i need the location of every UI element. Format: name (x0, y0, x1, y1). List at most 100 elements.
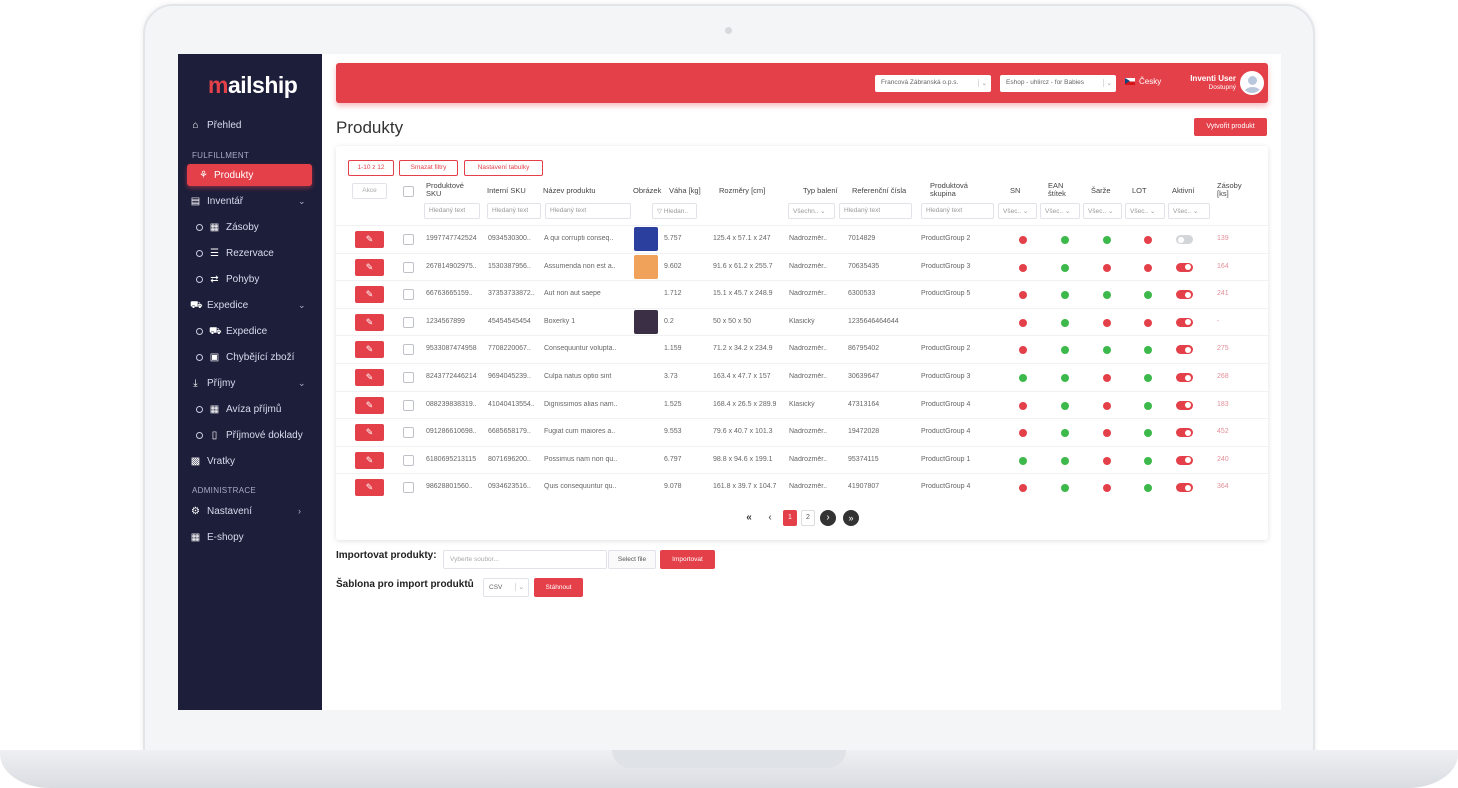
row-checkbox[interactable] (403, 234, 414, 245)
row-checkbox[interactable] (403, 482, 414, 494)
table-row[interactable]: ✎ 9533087474958 7708220067.. Consequuntur v… (336, 335, 1268, 362)
edit-icon[interactable]: ✎ (355, 313, 384, 331)
page-2-button[interactable]: 2 (801, 510, 815, 526)
sidebar-item-receipt-documents[interactable]: ▯ Příjmové doklady (196, 425, 303, 445)
filter-active[interactable]: Všec.. ⌄ (1168, 203, 1210, 219)
sidebar-item-receipts-group[interactable]: ⤓ Příjmy ⌄ (190, 373, 305, 393)
sidebar-item-reservations[interactable]: ☰ Rezervace (196, 243, 274, 263)
table-row[interactable]: ✎ 088239838319.. 41040413554.. Dignissimos … (336, 390, 1268, 418)
filter-lot[interactable]: Všec.. ⌄ (1125, 203, 1165, 219)
col-image[interactable]: Obrázek (633, 186, 662, 195)
template-format-select[interactable]: CSV ⌄ (483, 578, 529, 597)
table-settings-button[interactable]: Nastavení tabulky (464, 160, 543, 176)
row-checkbox[interactable] (403, 316, 414, 328)
cell-stock[interactable]: - (1217, 317, 1220, 325)
col-references[interactable]: Referenční čísla (852, 186, 907, 195)
filter-batch[interactable]: Všec.. ⌄ (1083, 203, 1122, 219)
active-toggle[interactable] (1176, 262, 1193, 272)
col-ean[interactable]: EAN štítek (1048, 181, 1066, 198)
col-weight[interactable]: Váha [kg] (669, 186, 701, 195)
cell-stock[interactable]: 364 (1217, 483, 1229, 491)
col-name[interactable]: Název produktu (543, 186, 596, 195)
cell-stock[interactable]: 240 (1217, 455, 1229, 463)
row-checkbox[interactable] (403, 289, 414, 301)
cell-stock[interactable]: 268 (1217, 373, 1229, 380)
col-dimensions[interactable]: Rozměry [cm] (719, 186, 766, 195)
edit-icon[interactable]: ✎ (355, 396, 384, 414)
edit-icon[interactable]: ✎ (355, 424, 384, 442)
row-checkbox[interactable] (403, 399, 414, 411)
edit-icon[interactable]: ✎ (355, 369, 384, 386)
eshop-select[interactable]: Eshop - uhlircz - for Babies ⌄ (1000, 75, 1116, 92)
table-row[interactable]: ✎ 6180695213115 8071696200.. Possimus nam n… (336, 445, 1268, 473)
filter-internal-sku[interactable]: Hledaný text (487, 203, 541, 219)
import-file-input[interactable]: Vyberte soubor... (443, 550, 607, 569)
col-group[interactable]: Produktová skupina (930, 181, 968, 198)
active-toggle[interactable] (1176, 483, 1193, 493)
cell-stock[interactable]: 139 (1217, 235, 1229, 242)
row-checkbox[interactable] (403, 344, 414, 356)
row-checkbox[interactable] (403, 454, 414, 466)
sidebar-item-inventory[interactable]: ▤ Inventář ⌄ (190, 191, 306, 211)
filter-name[interactable]: Hledaný text (545, 203, 631, 219)
create-product-button[interactable]: Vytvořit produkt (1194, 118, 1267, 136)
active-toggle[interactable] (1176, 235, 1193, 244)
row-checkbox[interactable] (403, 372, 414, 383)
col-sku[interactable]: Produktové SKU (426, 181, 464, 198)
sidebar-item-movements[interactable]: ⇄ Pohyby (196, 269, 259, 289)
last-page-button[interactable]: » (843, 510, 859, 526)
range-button[interactable]: 1-10 z 12 (348, 160, 394, 176)
sidebar-item-stock[interactable]: ▦ Zásoby (196, 217, 259, 237)
next-page-button[interactable]: › (820, 510, 836, 526)
filter-sku[interactable]: Hledaný text (424, 203, 480, 219)
sidebar-item-eshops[interactable]: ▦ E-shopy (190, 527, 244, 547)
filter-ean[interactable]: Všec.. ⌄ (1040, 203, 1080, 219)
filter-packaging[interactable]: Všechn.. ⌄ (788, 203, 835, 219)
cell-stock[interactable]: 275 (1217, 345, 1229, 353)
sidebar-item-missing-goods[interactable]: ▣ Chybějící zboží (196, 347, 294, 367)
active-toggle[interactable] (1176, 317, 1193, 327)
product-image[interactable] (634, 254, 658, 279)
sidebar-item-dispatch[interactable]: ⛟ Expedice (196, 321, 267, 341)
row-checkbox[interactable] (403, 427, 414, 439)
sidebar-item-overview[interactable]: ⌂ Přehled (190, 115, 241, 135)
sidebar-item-dispatch-group[interactable]: ⛟ Expedice ⌄ (190, 295, 306, 315)
product-image[interactable] (634, 309, 658, 334)
cell-stock[interactable]: 164 (1217, 262, 1229, 270)
prev-page-button[interactable]: ‹ (768, 512, 772, 523)
active-toggle[interactable] (1176, 400, 1193, 410)
edit-icon[interactable]: ✎ (355, 341, 384, 359)
select-all-checkbox[interactable] (403, 186, 414, 197)
active-toggle[interactable] (1176, 345, 1193, 355)
logo[interactable]: mailship (208, 72, 298, 99)
sidebar-item-returns[interactable]: ▩ Vratky (190, 451, 235, 471)
table-row[interactable]: ✎ 98628801560.. 0934623516.. Quis consequun… (336, 473, 1268, 500)
filter-sn[interactable]: Všec.. ⌄ (998, 203, 1037, 219)
active-toggle[interactable] (1176, 455, 1193, 465)
row-checkbox[interactable] (403, 261, 414, 273)
clear-filters-button[interactable]: Smazat filtry (399, 160, 458, 176)
sidebar-item-receipt-notices[interactable]: ▦ Avíza příjmů (196, 399, 281, 419)
col-batch[interactable]: Šarže (1091, 186, 1111, 195)
active-toggle[interactable] (1176, 290, 1193, 300)
product-image[interactable] (634, 227, 658, 251)
filter-references[interactable]: Hledaný text (839, 203, 912, 219)
col-internal-sku[interactable]: Interní SKU (487, 186, 526, 195)
table-row[interactable]: ✎ 66763665159.. 37353733872.. Aut non aut s… (336, 280, 1268, 307)
table-row[interactable]: ✎ 8243772446214 9694045239.. Culpa natus op… (336, 363, 1268, 390)
col-sn[interactable]: SN (1010, 186, 1021, 195)
cell-stock[interactable]: 183 (1217, 400, 1229, 408)
col-active[interactable]: Aktivní (1172, 186, 1195, 195)
cell-stock[interactable]: 241 (1217, 290, 1229, 298)
sidebar-item-products[interactable]: ⚘ Produkty (187, 164, 312, 186)
col-lot[interactable]: LOT (1132, 186, 1147, 195)
edit-icon[interactable]: ✎ (355, 286, 384, 304)
table-row[interactable]: ✎ 091286610698.. 6685658179.. Fugiat cum ma… (336, 418, 1268, 445)
edit-icon[interactable]: ✎ (355, 258, 384, 276)
table-row[interactable]: ✎ 1234567899 45454545454 Boxerky 1 0.2 50 x 5… (336, 307, 1268, 335)
download-template-button[interactable]: Stáhnout (534, 578, 583, 597)
user-name[interactable]: Inventi User (1190, 74, 1236, 83)
company-select[interactable]: Francová Zábranská o.p.s. ⌄ (875, 75, 991, 92)
edit-icon[interactable]: ✎ (355, 451, 384, 469)
language-switch[interactable]: Česky (1125, 77, 1161, 86)
